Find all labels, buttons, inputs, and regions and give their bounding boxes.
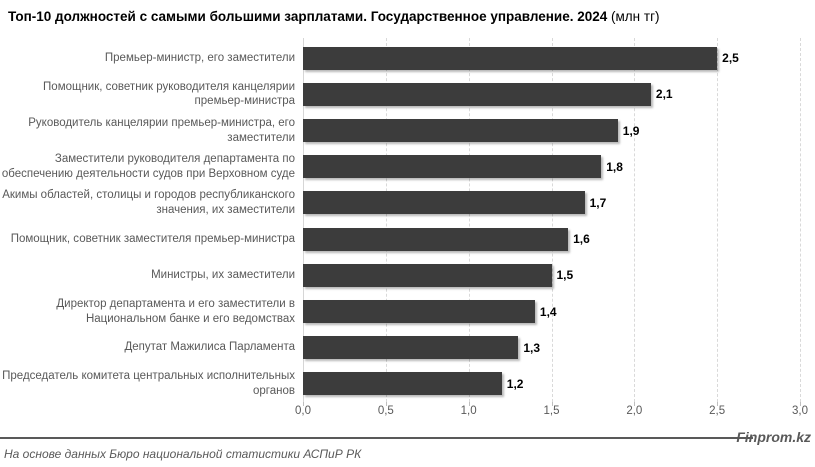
bar-track: 1,7 bbox=[303, 185, 800, 221]
bar bbox=[303, 119, 618, 142]
chart-title-text: Топ-10 должностей с самыми большими зарп… bbox=[8, 9, 608, 24]
bar bbox=[303, 155, 602, 179]
gridline bbox=[800, 38, 801, 402]
bar bbox=[303, 300, 535, 324]
plot-gridlines bbox=[303, 38, 801, 406]
bar-track: 1,9 bbox=[303, 112, 800, 148]
axis-tick bbox=[468, 402, 470, 406]
value-label: 1,3 bbox=[523, 340, 541, 355]
brand-watermark: Finprom.kz bbox=[736, 429, 811, 445]
bar bbox=[303, 227, 569, 251]
gridline bbox=[717, 38, 719, 402]
x-tick-label: 2,0 bbox=[626, 405, 643, 417]
gridline bbox=[385, 38, 387, 402]
bar bbox=[303, 263, 552, 287]
y-axis-line bbox=[303, 38, 304, 402]
category-label: Помощник, советник руководителя канцеляр… bbox=[43, 80, 295, 108]
bar-track: 1,3 bbox=[303, 330, 800, 366]
value-label: 1,4 bbox=[539, 304, 557, 319]
bar bbox=[303, 191, 585, 215]
chart-title: Топ-10 должностей с самыми большими зарп… bbox=[8, 9, 808, 24]
bar-track: 2,5 bbox=[303, 40, 800, 76]
bar bbox=[303, 372, 502, 396]
value-label: 1,8 bbox=[606, 159, 623, 174]
axis-tick bbox=[385, 402, 387, 406]
bar-rows: Премьер-министр, его заместители 2,5 Помощ… bbox=[0, 40, 800, 402]
category-label: Министры, их заместители bbox=[151, 268, 295, 281]
value-label: 1,2 bbox=[506, 376, 524, 391]
axis-tick bbox=[634, 402, 636, 406]
footer-divider bbox=[0, 437, 753, 439]
category-label: Заместители руководителя департамента по… bbox=[1, 152, 295, 180]
gridline bbox=[551, 38, 553, 402]
axis-tick bbox=[717, 402, 719, 406]
chart-title-unit: (млн тг) bbox=[607, 9, 660, 24]
bar-track: 1,5 bbox=[303, 257, 800, 293]
x-tick-label: 0,5 bbox=[377, 405, 394, 417]
axis-tick bbox=[800, 402, 801, 406]
bar-row: Директор департамента и его заместители … bbox=[0, 293, 800, 329]
bar-row: Депутат Мажилиса Парламента 1,3 bbox=[0, 330, 800, 366]
bar-track: 2,1 bbox=[303, 76, 800, 112]
x-tick-label: 1,5 bbox=[543, 405, 560, 417]
category-label: Директор департамента и его заместители … bbox=[56, 297, 295, 325]
data-source-note: На основе данных Бюро национальной стати… bbox=[4, 447, 362, 461]
axis-tick bbox=[303, 402, 304, 406]
bar-track: 1,6 bbox=[303, 221, 800, 257]
axis-tick bbox=[551, 402, 553, 406]
value-label: 1,7 bbox=[589, 195, 607, 210]
category-label: Премьер-министр, его заместители bbox=[104, 51, 295, 64]
value-label: 2,5 bbox=[722, 51, 739, 66]
value-label: 1,6 bbox=[573, 232, 590, 247]
gridline bbox=[634, 38, 636, 402]
bar-row: Председатель комитета центральных исполн… bbox=[0, 366, 800, 402]
x-tick-label: 2,5 bbox=[709, 405, 726, 417]
bar bbox=[303, 82, 651, 106]
gridline bbox=[468, 38, 470, 402]
category-label: Депутат Мажилиса Парламента bbox=[124, 341, 295, 354]
bar-track: 1,4 bbox=[303, 293, 800, 329]
bar-row: Министры, их заместители 1,5 bbox=[0, 257, 800, 293]
category-label: Помощник, советник заместителя премьер-м… bbox=[10, 232, 295, 245]
value-label: 1,9 bbox=[622, 123, 640, 138]
bar-row: Премьер-министр, его заместители 2,5 bbox=[0, 40, 800, 76]
bar bbox=[303, 46, 718, 70]
category-label: Акимы областей, столицы и городов респуб… bbox=[2, 189, 295, 216]
bar-row: Акимы областей, столицы и городов респуб… bbox=[0, 185, 800, 221]
x-axis: 0,0 0,5 1,0 1,5 2,0 2,5 3,0 bbox=[295, 405, 808, 419]
bar-track: 1,2 bbox=[303, 366, 800, 402]
bar-row: Помощник, советник заместителя премьер-м… bbox=[0, 221, 800, 257]
x-tick-label: 0,0 bbox=[295, 405, 311, 417]
bar bbox=[303, 336, 519, 360]
bar-track: 1,8 bbox=[303, 149, 800, 185]
value-label: 2,1 bbox=[655, 87, 673, 102]
category-label: Руководитель канцелярии премьер-министра… bbox=[28, 116, 295, 144]
bar-row: Руководитель канцелярии премьер-министра… bbox=[0, 112, 800, 148]
category-label: Председатель комитета центральных исполн… bbox=[2, 370, 295, 397]
value-label: 1,5 bbox=[556, 268, 574, 283]
x-tick-label: 3,0 bbox=[792, 405, 808, 417]
bar-row: Помощник, советник руководителя канцеляр… bbox=[0, 76, 800, 112]
x-tick-label: 1,0 bbox=[460, 405, 477, 417]
bar-row: Заместители руководителя департамента по… bbox=[0, 149, 800, 185]
